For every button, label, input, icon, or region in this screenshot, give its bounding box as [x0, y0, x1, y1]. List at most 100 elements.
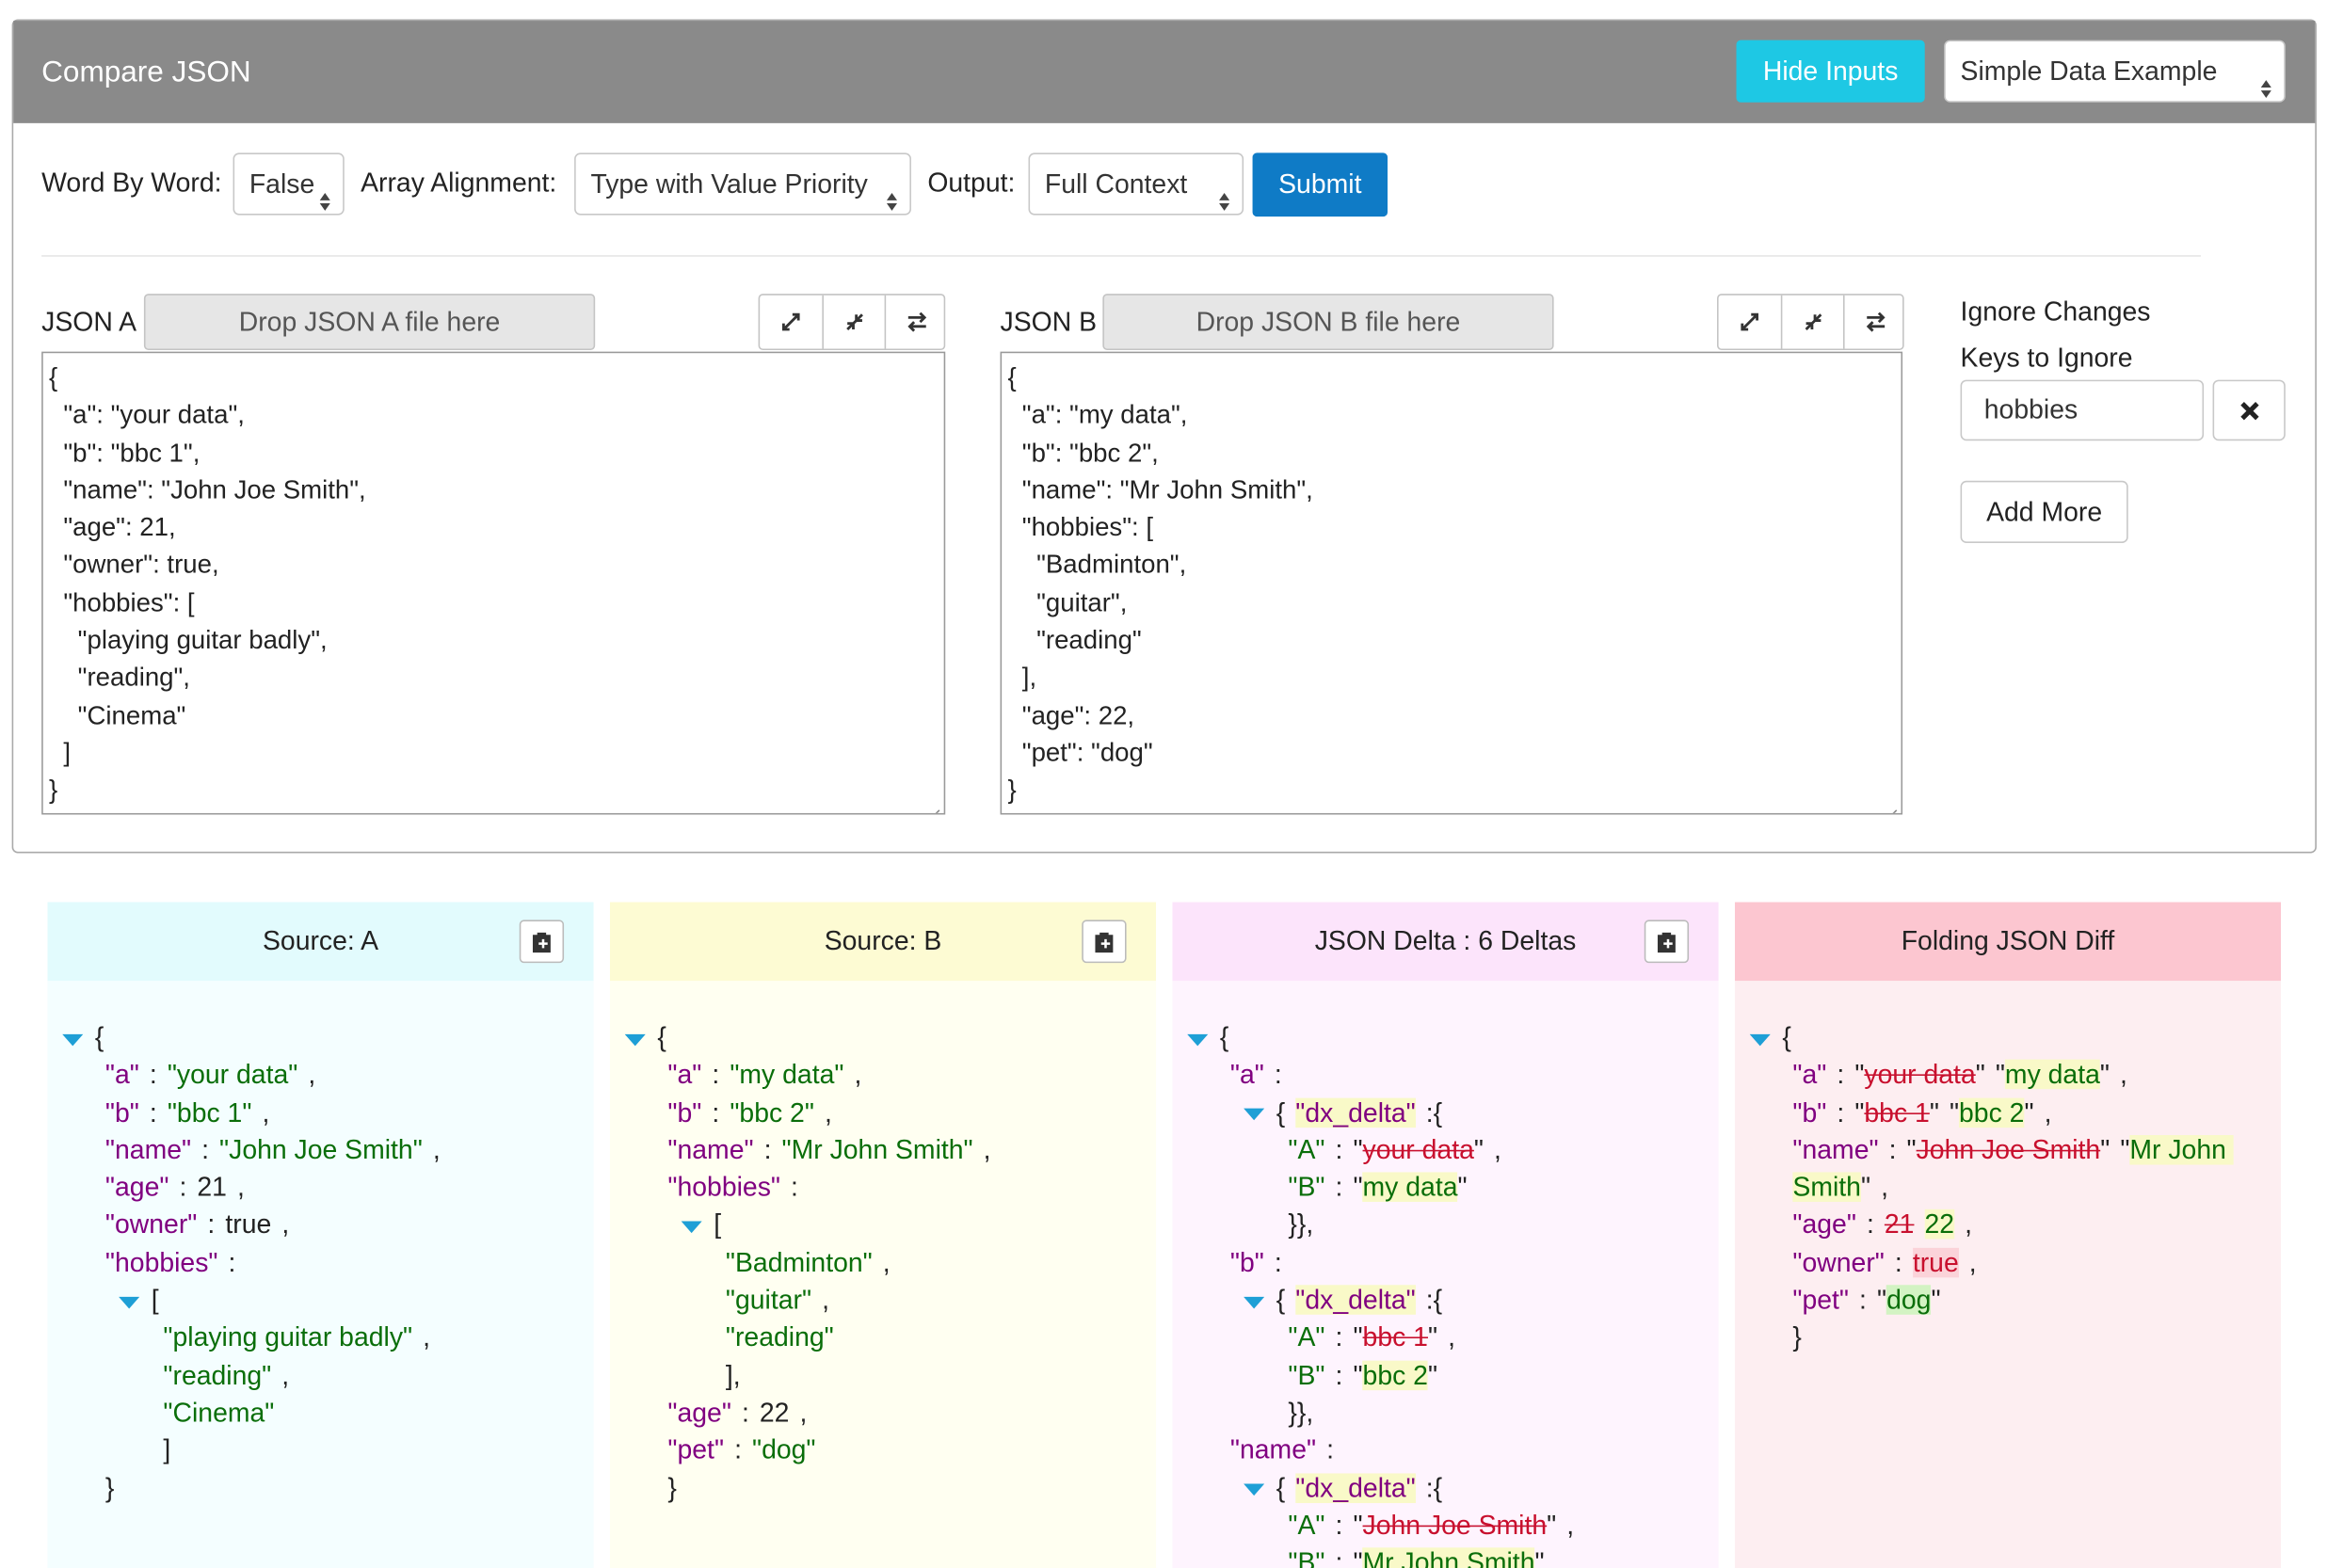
json-token: "b"	[1229, 1247, 1264, 1278]
fold-toggle[interactable]	[1244, 1106, 1276, 1122]
json-token: "a"	[1229, 1060, 1264, 1090]
tree-line: "b": "bbc 2",	[610, 1095, 1130, 1132]
json-token: "your data"	[167, 1060, 298, 1090]
json-token: :	[1894, 1247, 1902, 1278]
swap-button[interactable]	[1843, 295, 1905, 349]
copy-button[interactable]	[1082, 920, 1127, 964]
fold-toggle[interactable]	[62, 1031, 95, 1047]
copy-button[interactable]	[519, 920, 565, 964]
json-token: "b"	[1792, 1096, 1827, 1128]
json-token: "	[1854, 1096, 1865, 1128]
json-token: ,	[799, 1398, 808, 1428]
remove-key-button[interactable]	[2212, 379, 2286, 441]
submit-button[interactable]: Submit	[1252, 152, 1388, 217]
array-alignment-select-value: Type with Value Priority	[590, 168, 868, 200]
textarea-line: }	[1007, 775, 1017, 805]
fold-toggle[interactable]	[1244, 1481, 1276, 1497]
json-token: :	[1837, 1096, 1845, 1128]
panel-title: Folding JSON Diff	[1901, 925, 2115, 956]
panel-title: JSON Delta : 6 Deltas	[1314, 925, 1577, 956]
textarea-line: "Badminton",	[1007, 550, 1187, 580]
expand-button[interactable]	[760, 296, 822, 349]
tree-line: [	[610, 1207, 1130, 1244]
swap-button[interactable]	[884, 295, 947, 349]
json-token: dog	[1886, 1285, 1932, 1315]
textarea-line: "a": "your data",	[49, 399, 245, 430]
json-token: :	[207, 1209, 216, 1240]
tree-line: "owner": true,	[1735, 1244, 2255, 1282]
json-textarea[interactable]: { "a": "my data", "b": "bbc 2", "name": …	[1000, 351, 1903, 815]
json-token: "	[2024, 1096, 2034, 1128]
json-token: }	[667, 1472, 677, 1503]
fold-toggle[interactable]	[1749, 1031, 1783, 1047]
fold-toggle[interactable]	[1244, 1293, 1276, 1309]
add-more-button[interactable]: Add More	[1960, 480, 2128, 543]
json-token: :	[1274, 1060, 1282, 1090]
expand-button[interactable]	[1719, 296, 1781, 349]
copy-button[interactable]	[1644, 920, 1690, 964]
json-token: :	[149, 1060, 157, 1090]
tree-line: "owner": true,	[47, 1207, 567, 1244]
output-select-value: Full Context	[1044, 168, 1188, 200]
json-textarea[interactable]: { "a": "your data", "b": "bbc 1", "name"…	[41, 351, 946, 815]
json-token: "	[1931, 1285, 1941, 1315]
fold-toggle[interactable]	[119, 1293, 152, 1309]
json-token: "	[1353, 1322, 1363, 1352]
json-token: bbc 1	[1864, 1096, 1930, 1128]
json-token: ,	[2119, 1060, 2127, 1090]
textarea-line: "age": 22,	[1007, 699, 1135, 730]
json-token: :	[179, 1172, 187, 1203]
json-token: "name"	[667, 1134, 754, 1165]
example-select[interactable]: Simple Data Example	[1944, 40, 2286, 103]
tree-line: }	[47, 1470, 567, 1508]
collapse-button[interactable]	[822, 295, 884, 349]
tree-view: {"a": "your data", "b": "bbc 1", "name": "Joh…	[47, 1019, 593, 1507]
json-token: "dx_delta"	[1295, 1285, 1416, 1315]
tree-line: "a":	[1172, 1057, 1692, 1095]
example-select-value: Simple Data Example	[1960, 56, 2218, 87]
tree-line: "A": "your data",	[1172, 1132, 1692, 1170]
array-alignment-select[interactable]: Type with Value Priority	[574, 152, 911, 216]
textarea-line: "reading",	[49, 662, 190, 693]
json-token: "reading"	[163, 1360, 272, 1390]
select-arrows	[886, 173, 898, 211]
json-token: :	[1274, 1247, 1282, 1278]
json-token: "B"	[1288, 1360, 1325, 1390]
tree-line: }	[610, 1470, 1130, 1508]
tree-view: {"a": "your data" "my data", "b": "bbc 1" "bb…	[1735, 1019, 2281, 1357]
output-select[interactable]: Full Context	[1028, 152, 1244, 216]
hide-inputs-button[interactable]: Hide Inputs	[1736, 40, 1925, 103]
json-token: true	[225, 1209, 272, 1240]
collapse-button[interactable]	[1780, 295, 1843, 349]
app-title: Compare JSON	[41, 56, 251, 89]
fold-toggle[interactable]	[624, 1031, 658, 1047]
fold-toggle[interactable]	[1187, 1031, 1220, 1047]
json-token: ,	[1493, 1134, 1501, 1165]
json-token: ,	[281, 1209, 290, 1240]
json-token: "dx_delta"	[1295, 1096, 1416, 1128]
json-token: "	[1427, 1360, 1438, 1390]
json-token: "	[2100, 1134, 2110, 1165]
json-token: ,	[1448, 1322, 1456, 1352]
json-token: true	[1912, 1247, 1959, 1278]
tree-line: "Cinema"	[47, 1395, 567, 1432]
json-token: "playing guitar badly"	[163, 1322, 413, 1352]
tree-line: }},	[1172, 1395, 1692, 1432]
tree-line: "name": "John Joe Smith",	[47, 1132, 567, 1170]
json-token: "	[1975, 1060, 1985, 1090]
json-token: "	[1353, 1172, 1363, 1203]
drop-zone[interactable]: Drop JSON A file here	[143, 294, 596, 351]
tree-view: {"a": "my data", "b": "bbc 2", "name": "Mr Jo…	[610, 1019, 1156, 1507]
tree-line: "age":21 22,	[1735, 1207, 2255, 1244]
tree-line: }},	[1172, 1207, 1692, 1244]
drop-zone[interactable]: Drop JSON B file here	[1102, 294, 1554, 351]
tree-line: "name": "John Joe Smith" "Mr John Smith",	[1735, 1132, 2255, 1208]
word-by-word-select[interactable]: False	[233, 152, 345, 216]
json-token: "	[1427, 1322, 1438, 1352]
json-token: "	[1860, 1172, 1871, 1203]
json-token: {	[1219, 1022, 1229, 1052]
ignore-key-input[interactable]: hobbies	[1960, 379, 2205, 441]
fold-toggle[interactable]	[681, 1219, 714, 1235]
json-token: "pet"	[667, 1434, 725, 1465]
tree-line: {	[47, 1019, 567, 1057]
